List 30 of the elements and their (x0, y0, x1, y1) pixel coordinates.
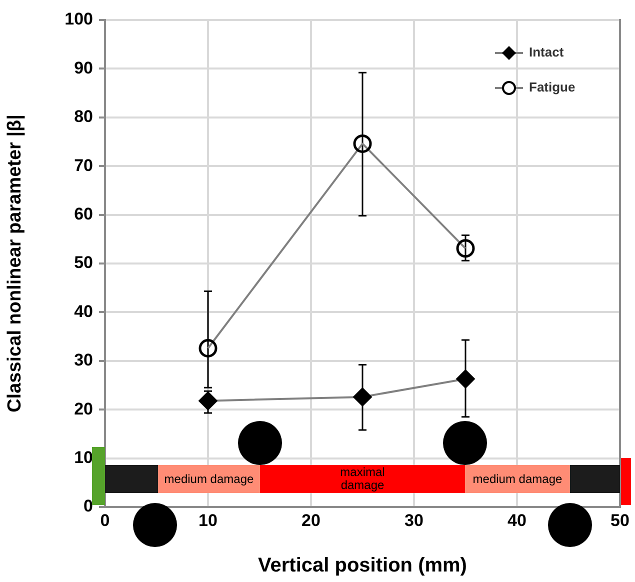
annotation: medium damage (465, 465, 570, 493)
y-tick-label: 30 (74, 350, 93, 370)
y-tick-label: 20 (74, 399, 93, 418)
point (456, 239, 475, 258)
annotation: maximal damage (260, 465, 465, 493)
y-tick-label: 70 (74, 156, 93, 175)
x-tick-label: 30 (404, 510, 424, 530)
y-tick-label: 10 (74, 448, 93, 467)
x-tick-label: 50 (610, 510, 630, 530)
point (353, 387, 372, 406)
y-tick-label: 40 (74, 302, 93, 321)
legend-label: Intact (529, 44, 564, 60)
annotation: medium damage (158, 465, 260, 493)
y-tick-label: 90 (74, 58, 93, 78)
x-tick-label: 0 (100, 510, 110, 530)
y-tick-label: 80 (74, 107, 93, 126)
y-tick-label: 50 (74, 253, 93, 272)
y-tick-label: 0 (84, 496, 93, 516)
y-tick-label: 60 (74, 204, 93, 224)
x-tick-label: 40 (508, 510, 526, 530)
legend-label: Fatigue (529, 80, 576, 95)
y-axis-title: Classical nonlinear parameter |β| (4, 114, 26, 412)
x-tick-label: 20 (302, 510, 320, 530)
x-tick-label: 10 (198, 510, 218, 530)
point (353, 134, 372, 153)
point (198, 391, 218, 410)
x-axis-title: Vertical position (mm) (258, 554, 467, 577)
point (198, 338, 218, 358)
y-tick-label: 100 (64, 10, 93, 29)
point (456, 369, 475, 388)
